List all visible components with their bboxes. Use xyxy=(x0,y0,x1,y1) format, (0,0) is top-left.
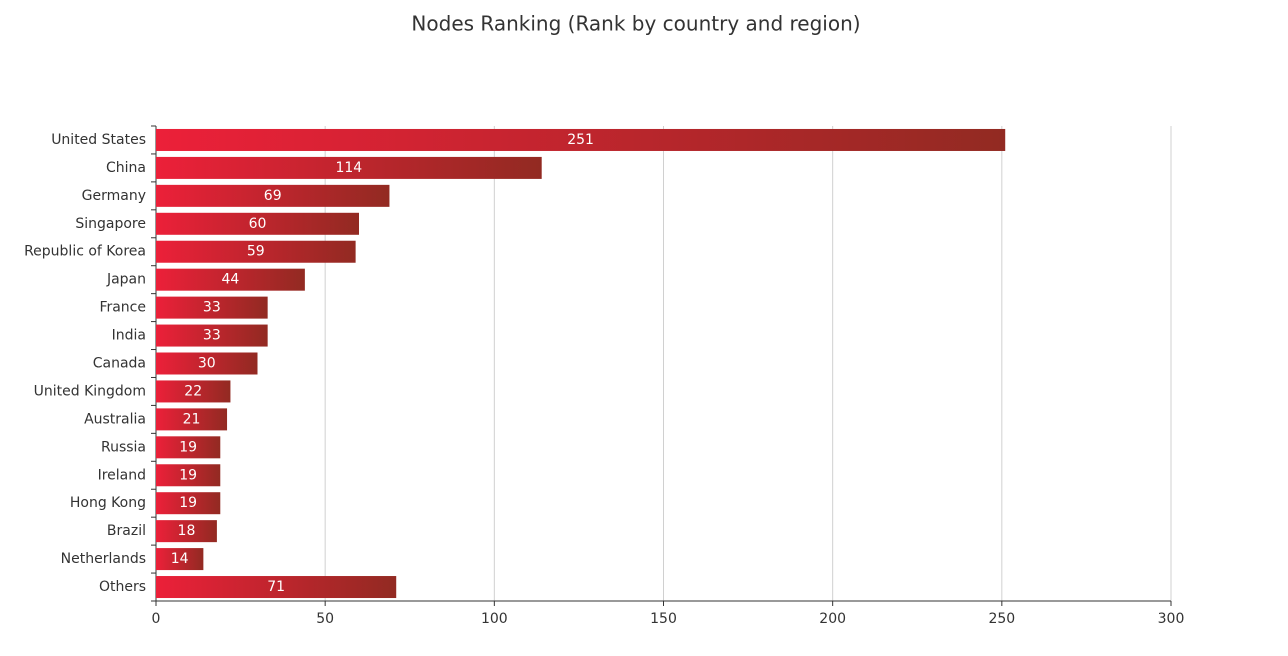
value-label: 33 xyxy=(203,300,221,316)
y-tick-label: Canada xyxy=(93,356,146,372)
y-tick-label: Germany xyxy=(82,188,146,204)
value-label: 60 xyxy=(249,216,267,232)
y-tick-label: United States xyxy=(51,132,146,148)
y-tick-label: Singapore xyxy=(75,216,146,232)
y-tick-label: France xyxy=(99,300,146,316)
value-label: 71 xyxy=(267,579,285,595)
value-label: 30 xyxy=(198,356,216,372)
bar xyxy=(156,324,268,347)
x-tick-label: 0 xyxy=(152,611,161,627)
y-tick-label: Others xyxy=(99,579,146,595)
y-tick-label: Ireland xyxy=(98,467,146,483)
bar xyxy=(156,212,359,235)
y-tick-label: Japan xyxy=(106,272,146,288)
value-label: 251 xyxy=(567,132,594,148)
bar xyxy=(156,576,397,599)
x-tick-label: 50 xyxy=(316,611,334,627)
bar xyxy=(156,380,231,403)
bar xyxy=(156,548,204,571)
value-label: 69 xyxy=(264,188,282,204)
bar xyxy=(156,296,268,319)
y-tick-label: United Kingdom xyxy=(34,383,146,399)
value-label: 22 xyxy=(184,383,202,399)
bar xyxy=(156,184,390,207)
y-tick-label: Russia xyxy=(101,439,146,455)
value-label: 21 xyxy=(183,411,201,427)
x-tick-label: 250 xyxy=(988,611,1015,627)
x-tick-label: 150 xyxy=(650,611,677,627)
bar xyxy=(156,156,542,179)
x-tick-label: 200 xyxy=(819,611,846,627)
y-tick-label: Australia xyxy=(84,411,146,427)
value-label: 14 xyxy=(171,551,189,567)
y-tick-label: China xyxy=(106,160,146,176)
bar xyxy=(156,268,305,291)
value-label: 33 xyxy=(203,328,221,344)
y-tick-label: India xyxy=(112,328,146,344)
bar xyxy=(156,464,221,487)
value-label: 19 xyxy=(179,439,197,455)
bar xyxy=(156,408,228,431)
value-label: 18 xyxy=(178,523,196,539)
bar xyxy=(156,492,221,515)
y-tick-label: Hong Kong xyxy=(70,495,146,511)
x-tick-label: 100 xyxy=(481,611,508,627)
chart-title: Nodes Ranking (Rank by country and regio… xyxy=(411,12,860,36)
y-tick-label: Netherlands xyxy=(61,551,146,567)
y-tick-label: Brazil xyxy=(107,523,146,539)
x-tick-label: 300 xyxy=(1158,611,1185,627)
y-tick-label: Republic of Korea xyxy=(24,244,146,260)
bar xyxy=(156,520,217,543)
value-label: 19 xyxy=(179,495,197,511)
value-label: 114 xyxy=(335,160,362,176)
value-label: 59 xyxy=(247,244,265,260)
bar xyxy=(156,240,356,263)
bar xyxy=(156,352,258,375)
bar xyxy=(156,436,221,459)
value-label: 19 xyxy=(179,467,197,483)
value-label: 44 xyxy=(222,272,240,288)
bar xyxy=(156,128,1006,151)
